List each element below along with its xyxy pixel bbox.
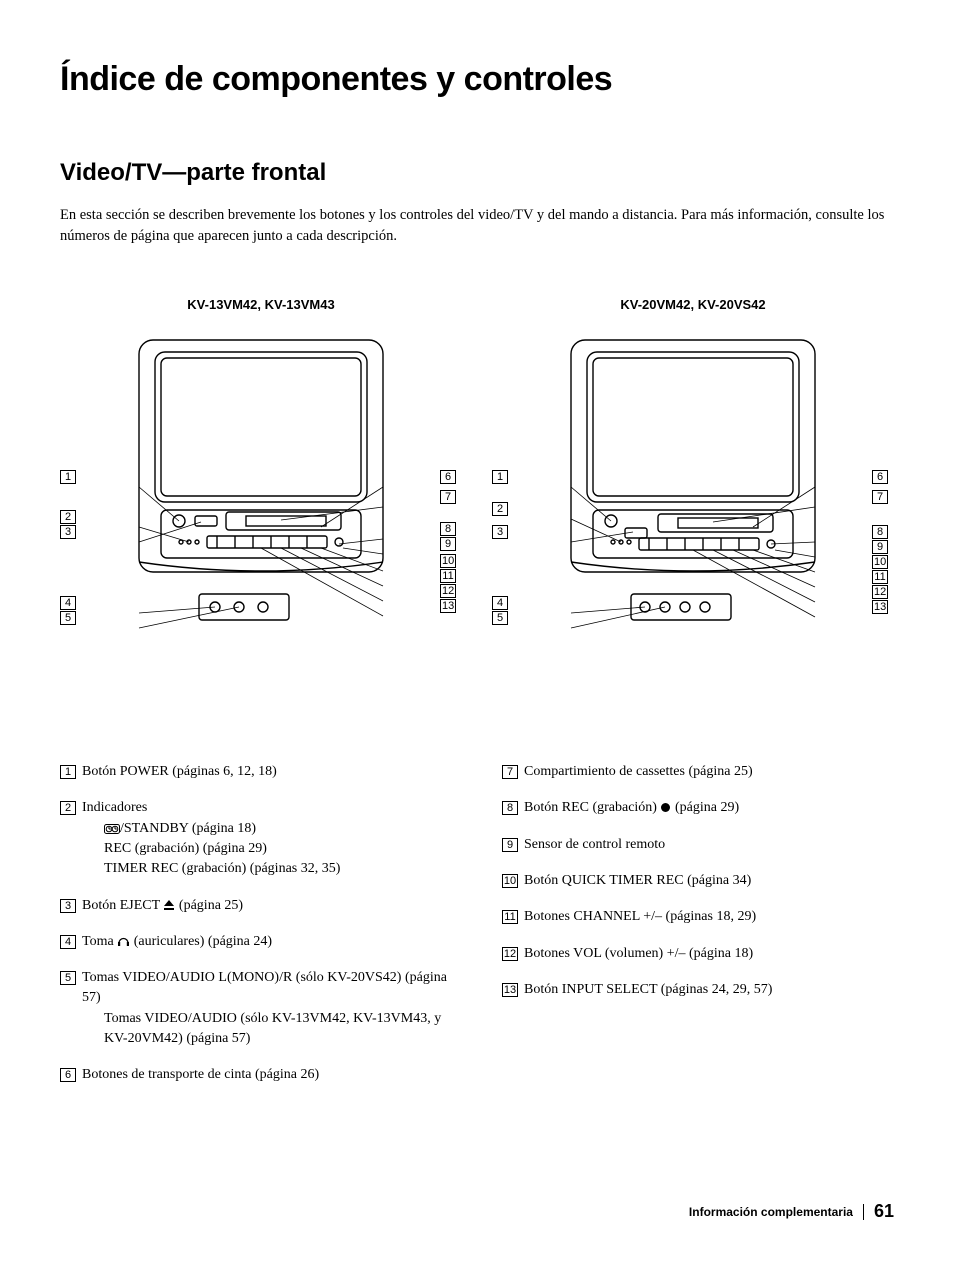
model-label-right: KV-20VM42, KV-20VS42: [492, 297, 894, 312]
legend-num: 9: [502, 838, 518, 852]
legend-right-col: 7 Compartimiento de cassettes (página 25)…: [502, 762, 894, 1102]
callout-1: 1: [60, 470, 76, 484]
legend-item-9: 9 Sensor de control remoto: [502, 835, 894, 855]
legend-num: 1: [60, 765, 76, 779]
legend-text: Botones de transporte de cinta (página 2…: [82, 1065, 452, 1085]
legend-num: 13: [502, 983, 518, 997]
callout-12: 12: [440, 584, 456, 598]
legend-text: Botones CHANNEL +/– (páginas 18, 29): [524, 907, 894, 927]
legend-text: Botón QUICK TIMER REC (página 34): [524, 871, 894, 891]
callout-2: 2: [492, 502, 508, 516]
tv-diagram-icon: [553, 332, 833, 642]
legend-item-11: 11 Botones CHANNEL +/– (páginas 18, 29): [502, 907, 894, 927]
callout-11: 11: [440, 569, 456, 583]
callout-5: 5: [60, 611, 76, 625]
legend-num: 8: [502, 801, 518, 815]
legend-num: 5: [60, 971, 76, 985]
legend-num: 12: [502, 947, 518, 961]
legend-num: 4: [60, 935, 76, 949]
legend-item-3: 3 Botón EJECT (página 25): [60, 896, 452, 916]
callout-8: 8: [440, 522, 456, 536]
legend-text: Sensor de control remoto: [524, 835, 894, 855]
footer-page-number: 61: [874, 1201, 894, 1222]
legend-item-8: 8 Botón REC (grabación) (página 29): [502, 798, 894, 818]
legend-text: Toma (auriculares) (página 24): [82, 932, 452, 952]
legend-text: Botones VOL (volumen) +/– (página 18): [524, 944, 894, 964]
legend-num: 7: [502, 765, 518, 779]
callout-11: 11: [872, 570, 888, 584]
diagrams-row: KV-13VM42, KV-13VM43 12345678910111213 K…: [60, 297, 894, 652]
callout-6: 6: [872, 470, 888, 484]
callout-10: 10: [872, 555, 888, 569]
callout-13: 13: [872, 600, 888, 614]
footer-label: Información complementaria: [689, 1205, 853, 1219]
legend-text: Indicadores/STANDBY (página 18)REC (grab…: [82, 798, 452, 879]
callout-2: 2: [60, 510, 76, 524]
section-title: Video/TV—parte frontal: [60, 159, 894, 187]
callout-10: 10: [440, 554, 456, 568]
legend-item-6: 6 Botones de transporte de cinta (página …: [60, 1065, 452, 1085]
callout-12: 12: [872, 585, 888, 599]
callout-8: 8: [872, 525, 888, 539]
tv-diagram-icon: [121, 332, 401, 642]
legend-text: Tomas VIDEO/AUDIO L(MONO)/R (sólo KV-20V…: [82, 968, 452, 1049]
legend-num: 10: [502, 874, 518, 888]
callout-13: 13: [440, 599, 456, 613]
legend-item-12: 12 Botones VOL (volumen) +/– (página 18): [502, 944, 894, 964]
legend-num: 2: [60, 801, 76, 815]
callout-3: 3: [60, 525, 76, 539]
legend: 1 Botón POWER (páginas 6, 12, 18) 2 Indicad…: [60, 762, 894, 1102]
callout-5: 5: [492, 611, 508, 625]
legend-item-13: 13 Botón INPUT SELECT (páginas 24, 29, 57…: [502, 980, 894, 1000]
callout-4: 4: [60, 596, 76, 610]
page-title: Índice de componentes y controles: [60, 60, 894, 99]
legend-item-10: 10 Botón QUICK TIMER REC (página 34): [502, 871, 894, 891]
legend-item-4: 4 Toma (auriculares) (página 24): [60, 932, 452, 952]
diagram-right: KV-20VM42, KV-20VS42 12345678910111213: [492, 297, 894, 652]
legend-item-1: 1 Botón POWER (páginas 6, 12, 18): [60, 762, 452, 782]
legend-text: Botón EJECT (página 25): [82, 896, 452, 916]
callout-3: 3: [492, 525, 508, 539]
callout-1: 1: [492, 470, 508, 484]
legend-num: 3: [60, 899, 76, 913]
footer-divider: [863, 1204, 864, 1220]
model-label-left: KV-13VM42, KV-13VM43: [60, 297, 462, 312]
legend-item-5: 5 Tomas VIDEO/AUDIO L(MONO)/R (sólo KV-20…: [60, 968, 452, 1049]
legend-text: Botón REC (grabación) (página 29): [524, 798, 894, 818]
legend-text: Botón POWER (páginas 6, 12, 18): [82, 762, 452, 782]
legend-item-7: 7 Compartimiento de cassettes (página 25): [502, 762, 894, 782]
legend-left-col: 1 Botón POWER (páginas 6, 12, 18) 2 Indicad…: [60, 762, 452, 1102]
legend-text: Compartimiento de cassettes (página 25): [524, 762, 894, 782]
callout-6: 6: [440, 470, 456, 484]
page-footer: Información complementaria 61: [689, 1201, 894, 1222]
callout-9: 9: [872, 540, 888, 554]
callout-7: 7: [872, 490, 888, 504]
callout-4: 4: [492, 596, 508, 610]
legend-item-2: 2 Indicadores/STANDBY (página 18)REC (gra…: [60, 798, 452, 879]
intro-text: En esta sección se describen brevemente …: [60, 205, 894, 247]
legend-num: 6: [60, 1068, 76, 1082]
callout-7: 7: [440, 490, 456, 504]
diagram-left: KV-13VM42, KV-13VM43 12345678910111213: [60, 297, 462, 652]
callout-9: 9: [440, 537, 456, 551]
legend-num: 11: [502, 910, 518, 924]
legend-text: Botón INPUT SELECT (páginas 24, 29, 57): [524, 980, 894, 1000]
